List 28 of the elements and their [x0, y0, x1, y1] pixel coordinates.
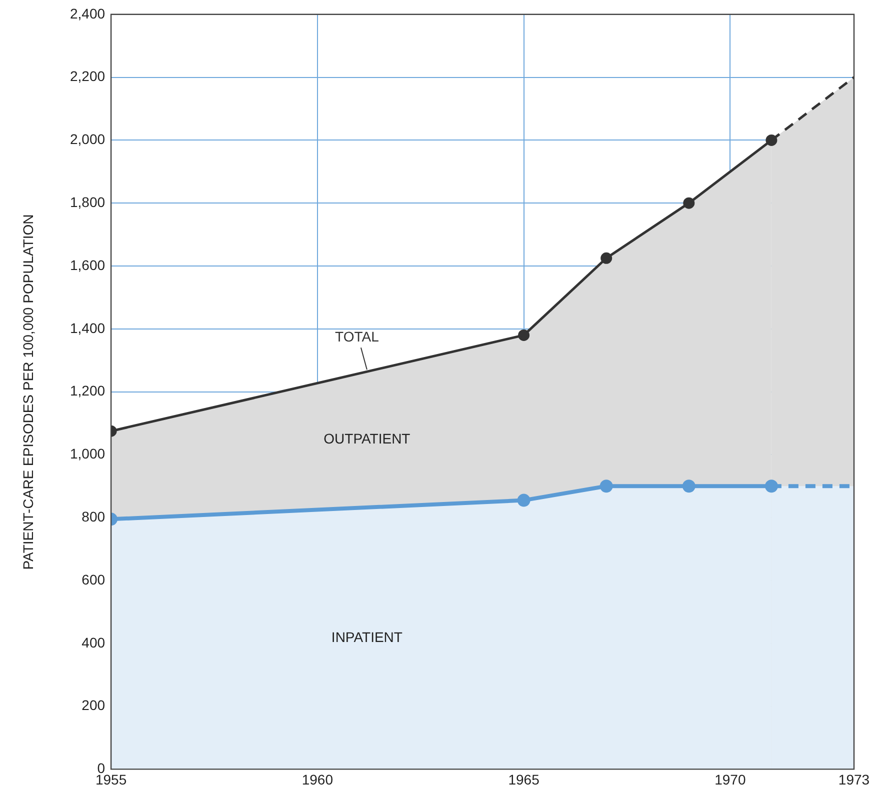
point	[517, 494, 530, 507]
y-tick-label: 2,000	[70, 131, 106, 148]
point	[600, 480, 613, 493]
y-tick-label: 400	[82, 634, 106, 650]
x-tick-label: 1960	[302, 771, 334, 788]
x-tick-label: 1970	[714, 771, 746, 788]
y-tick-label: 1,000	[70, 446, 106, 462]
point	[764, 480, 778, 493]
y-tick-label: 1,200	[70, 382, 106, 399]
y-tick-label: 200	[82, 697, 106, 714]
y-tick-label: 800	[82, 508, 106, 524]
annotation: OUTPATIENT	[324, 430, 411, 446]
point	[600, 252, 612, 264]
y-tick-label: 600	[82, 571, 106, 588]
x-tick-label: 1973	[838, 771, 870, 788]
y-tick-label: 2,200	[70, 68, 106, 84]
y-axis-title: PATIENT-CARE EPISODES PER 100,000 POPULATION	[20, 214, 36, 570]
point	[766, 134, 778, 146]
point	[683, 197, 695, 209]
point	[682, 480, 696, 493]
x-tick-label: 1965	[508, 771, 540, 788]
series-label: INPATIENT	[331, 629, 403, 646]
y-tick-label: 1,400	[70, 320, 106, 336]
y-tick-label: 1,800	[70, 194, 106, 210]
series-label: TOTAL	[335, 328, 380, 344]
y-tick-label: 1,600	[70, 256, 106, 273]
y-tick-label: 2,400	[70, 5, 106, 22]
point	[518, 329, 530, 341]
